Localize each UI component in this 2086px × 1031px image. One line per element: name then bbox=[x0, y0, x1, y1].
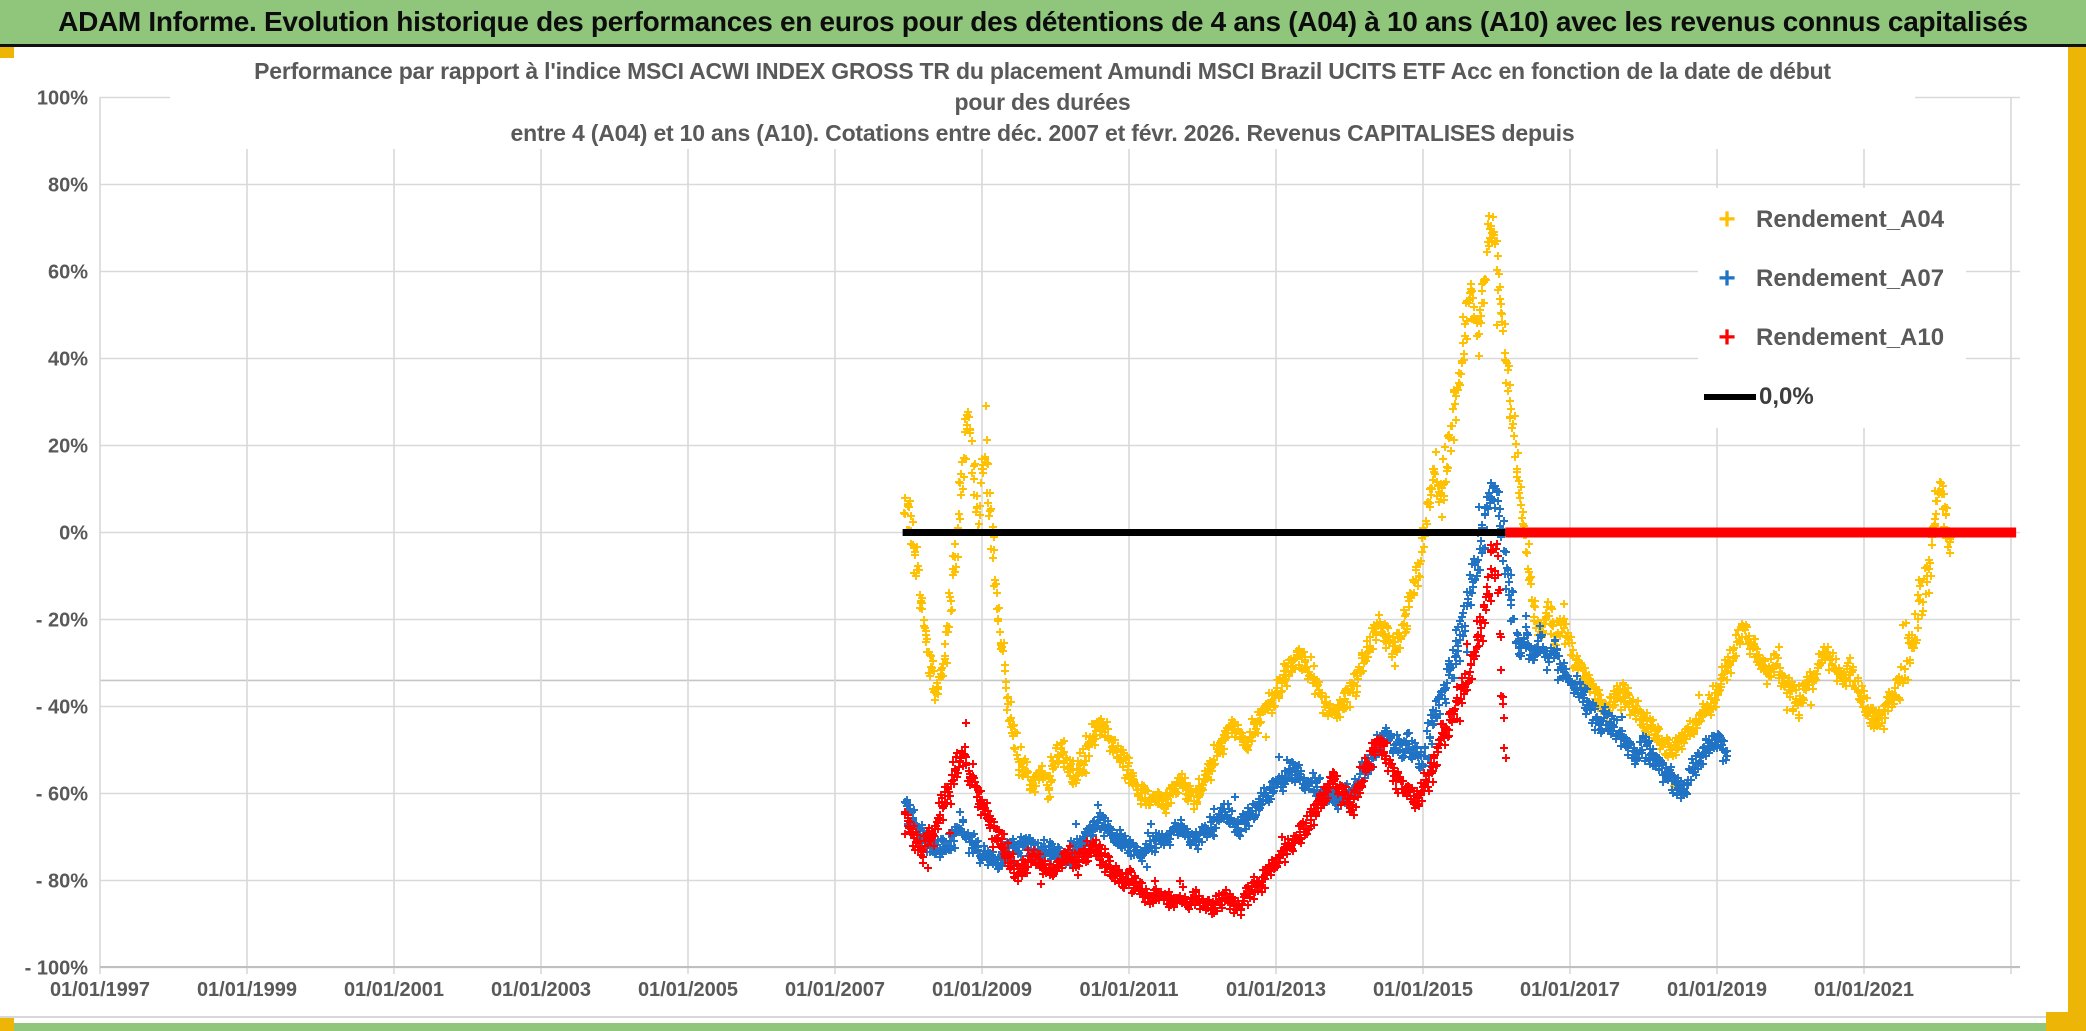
x-tick-label: 01/01/2015 bbox=[1373, 979, 1473, 1001]
banner: ADAM Informe. Evolution historique des p… bbox=[0, 0, 2086, 47]
gold-bottom-right-accent bbox=[2046, 1012, 2086, 1031]
x-tick-label: 01/01/2003 bbox=[491, 979, 591, 1001]
x-tick-label: 01/01/2005 bbox=[638, 979, 738, 1001]
x-tick-label: 01/01/1999 bbox=[197, 979, 297, 1001]
chart-heading-line-2: pour des durées bbox=[954, 89, 1131, 115]
x-tick-label: 01/01/2007 bbox=[785, 979, 885, 1001]
x-tick-label: 01/01/2013 bbox=[1226, 979, 1326, 1001]
chart-heading-line-3: entre 4 (A04) et 10 ans (A10). Cotations… bbox=[510, 120, 1575, 146]
line-sample-icon bbox=[1704, 393, 1756, 400]
chart-heading-line-1: Performance par rapport à l'indice MSCI … bbox=[254, 58, 1831, 84]
x-tick-label: 01/01/2021 bbox=[1814, 979, 1914, 1001]
legend-label: Rendement_A10 bbox=[1756, 323, 1945, 351]
bottom-green-bar bbox=[0, 1023, 2086, 1031]
axis-labels: 100% 80% 60% 40% 20% 0% - 20% - 40% - 60% - 80% - … bbox=[25, 88, 1914, 1002]
gold-bottom-left-accent bbox=[0, 1018, 14, 1031]
legend-label: Rendement_A04 bbox=[1756, 205, 1945, 233]
y-tick-label: 40% bbox=[48, 349, 88, 371]
gold-right-border bbox=[2068, 47, 2086, 1031]
plus-marker-icon: + bbox=[1718, 261, 1736, 295]
legend-label: 0,0% bbox=[1759, 382, 1814, 410]
y-tick-label: 0% bbox=[59, 523, 88, 545]
y-tick-label: 60% bbox=[48, 262, 88, 284]
x-tick-label: 01/01/2001 bbox=[344, 979, 444, 1001]
legend-item-zero-line: 0,0% bbox=[1698, 367, 1966, 426]
legend: + Rendement_A04 + Rendement_A07 + Rendem… bbox=[1698, 188, 1966, 428]
plus-marker-icon: + bbox=[1718, 320, 1736, 354]
legend-label: Rendement_A07 bbox=[1756, 264, 1945, 292]
y-tick-label: 100% bbox=[37, 88, 88, 110]
y-tick-label: - 60% bbox=[36, 784, 88, 806]
scatter-series-rendement_a04 bbox=[900, 212, 1955, 817]
y-tick-label: 80% bbox=[48, 175, 88, 197]
y-tick-label: - 20% bbox=[36, 610, 88, 632]
gold-top-left-accent bbox=[0, 47, 14, 58]
legend-item-rendement-a04: + Rendement_A04 bbox=[1698, 190, 1966, 249]
page-title: ADAM Informe. Evolution historique des p… bbox=[58, 6, 2028, 37]
plus-marker-icon: + bbox=[1718, 202, 1736, 236]
scatter-series-rendement_a10 bbox=[901, 540, 1510, 919]
x-tick-label: 01/01/2009 bbox=[932, 979, 1032, 1001]
legend-item-rendement-a07: + Rendement_A07 bbox=[1698, 249, 1966, 308]
chart-bottom-edge bbox=[0, 1016, 2086, 1018]
y-tick-label: - 80% bbox=[36, 871, 88, 893]
x-tick-label: 01/01/2011 bbox=[1080, 979, 1179, 1001]
x-tick-label: 01/01/1997 bbox=[50, 979, 150, 1001]
y-tick-label: 20% bbox=[48, 436, 88, 458]
x-tick-label: 01/01/2017 bbox=[1520, 979, 1620, 1001]
y-tick-label: - 100% bbox=[25, 958, 89, 980]
x-tick-label: 01/01/2019 bbox=[1667, 979, 1767, 1001]
y-tick-label: - 40% bbox=[36, 697, 88, 719]
legend-item-rendement-a10: + Rendement_A10 bbox=[1698, 308, 1966, 367]
chart-heading: Performance par rapport à l'indice MSCI … bbox=[170, 56, 1915, 149]
